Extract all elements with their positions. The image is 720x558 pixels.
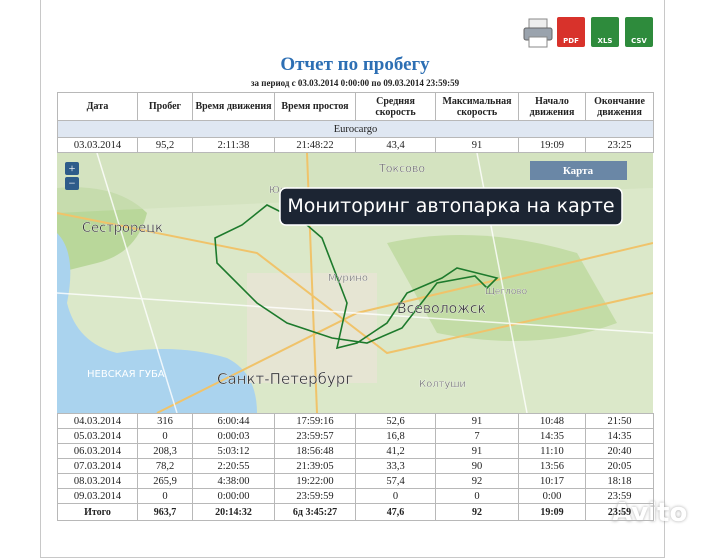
map-label: Щеглово	[485, 287, 528, 297]
table-cell: 5:03:12	[192, 443, 275, 459]
table-cell: 05.03.2014	[57, 428, 138, 444]
page: PDF XLS CSV Отчет по пробегу за период с…	[40, 0, 688, 558]
column-header: Средняя скорость	[355, 92, 436, 121]
table-cell: 14:35	[585, 428, 654, 444]
table-cell: 92	[435, 473, 519, 489]
report-subtitle: за период с 03.03.2014 0:00:00 по 09.03.…	[250, 78, 460, 88]
table-cell: 208,3	[137, 443, 193, 459]
table-cell: 04.03.2014	[57, 413, 138, 429]
table-cell: 2:20:55	[192, 458, 275, 474]
table-cell: 2:11:38	[192, 137, 275, 153]
table-cell: 18:56:48	[274, 443, 356, 459]
table-cell: 0	[137, 428, 193, 444]
total-cell: 47,6	[355, 503, 436, 521]
map-label: Санкт-Петербург	[217, 370, 353, 388]
table-cell: 21:39:05	[274, 458, 356, 474]
group-row: Eurocargo	[57, 120, 654, 138]
map-label: Сестрорецк	[82, 221, 163, 236]
table-cell: 0:00:03	[192, 428, 275, 444]
total-cell: 19:09	[518, 503, 586, 521]
table-cell: 23:59:57	[274, 428, 356, 444]
table-cell: 20:05	[585, 458, 654, 474]
table-cell: 265,9	[137, 473, 193, 489]
total-cell: 20:14:32	[192, 503, 275, 521]
table-cell: 4:38:00	[192, 473, 275, 489]
table-cell: 6:00:44	[192, 413, 275, 429]
table-cell: 14:35	[518, 428, 586, 444]
table-cell: 41,2	[355, 443, 436, 459]
table-cell: 06.03.2014	[57, 443, 138, 459]
table-cell: 19:09	[518, 137, 586, 153]
table-cell: 13:56	[518, 458, 586, 474]
table-cell: 16,8	[355, 428, 436, 444]
table-cell: 17:59:16	[274, 413, 356, 429]
zoom-out[interactable]: −	[69, 176, 76, 190]
map-label: Всеволожск	[397, 301, 486, 317]
table-cell: 316	[137, 413, 193, 429]
table-cell: 52,6	[355, 413, 436, 429]
table-cell: 20:40	[585, 443, 654, 459]
table-cell: 0:00	[518, 488, 586, 504]
table-cell: 33,3	[355, 458, 436, 474]
table-cell: 91	[435, 137, 519, 153]
total-cell: 6д 3:45:27	[274, 503, 356, 521]
table-cell: 57,4	[355, 473, 436, 489]
table-cell: 18:18	[585, 473, 654, 489]
table-cell: 23:59:59	[274, 488, 356, 504]
map: + − Карта ТоксовоЮккиСестрорецкМуриноВсе…	[57, 153, 653, 413]
total-cell: 92	[435, 503, 519, 521]
table-cell: 21:50	[585, 413, 654, 429]
column-header: Время простоя	[274, 92, 356, 121]
map-label: Колтуши	[419, 379, 466, 390]
table-cell: 10:17	[518, 473, 586, 489]
map-label: Токсово	[378, 162, 425, 175]
table-cell: 23:25	[585, 137, 654, 153]
table-cell: 0	[355, 488, 436, 504]
table-cell: 7	[435, 428, 519, 444]
total-cell: 963,7	[137, 503, 193, 521]
total-cell: 23:59	[585, 503, 654, 521]
report-title: Отчет по пробегу	[280, 54, 430, 75]
table-cell: 21:48:22	[274, 137, 356, 153]
column-header: Дата	[57, 92, 138, 121]
table-cell: 91	[435, 413, 519, 429]
table-cell: 0	[435, 488, 519, 504]
column-header: Начало движения	[518, 92, 586, 121]
map-banner: Мониторинг автопарка на карте	[287, 195, 614, 217]
xls-button[interactable]: XLS	[591, 17, 619, 47]
column-header: Пробег	[137, 92, 193, 121]
pdf-button[interactable]: PDF	[557, 17, 585, 47]
table-cell: 43,4	[355, 137, 436, 153]
total-cell: Итого	[57, 503, 138, 521]
column-header: Время движения	[192, 92, 275, 121]
table-cell: 95,2	[137, 137, 193, 153]
table-cell: 10:48	[518, 413, 586, 429]
map-label: Мурино	[328, 273, 368, 284]
table-cell: 91	[435, 443, 519, 459]
table-cell: 90	[435, 458, 519, 474]
csv-button[interactable]: CSV	[625, 17, 653, 47]
table-cell: 78,2	[137, 458, 193, 474]
table-cell: 23:59	[585, 488, 654, 504]
table-cell: 03.03.2014	[57, 137, 138, 153]
table-cell: 08.03.2014	[57, 473, 138, 489]
map-label: НЕВСКАЯ ГУБА	[87, 369, 165, 380]
table-cell: 19:22:00	[274, 473, 356, 489]
zoom-in[interactable]: +	[69, 161, 76, 175]
table-cell: 07.03.2014	[57, 458, 138, 474]
table-cell: 09.03.2014	[57, 488, 138, 504]
print-icon[interactable]	[523, 18, 553, 48]
table-cell: 0	[137, 488, 193, 504]
table-cell: 0:00:00	[192, 488, 275, 504]
map-button[interactable]: Карта	[563, 165, 594, 177]
table-cell: 11:10	[518, 443, 586, 459]
column-header: Окончание движения	[585, 92, 654, 121]
column-header: Максимальная скорость	[435, 92, 519, 121]
